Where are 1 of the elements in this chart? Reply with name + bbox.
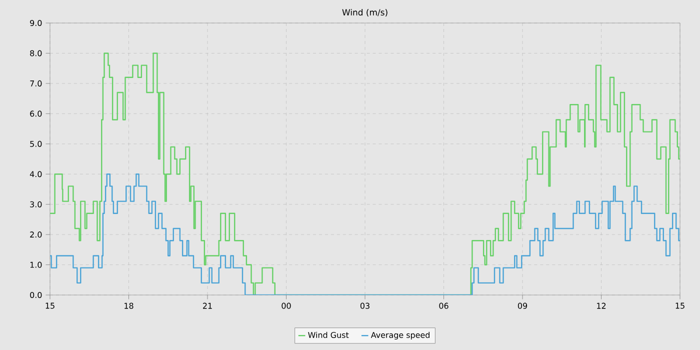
- chart-title: Wind (m/s): [342, 8, 388, 16]
